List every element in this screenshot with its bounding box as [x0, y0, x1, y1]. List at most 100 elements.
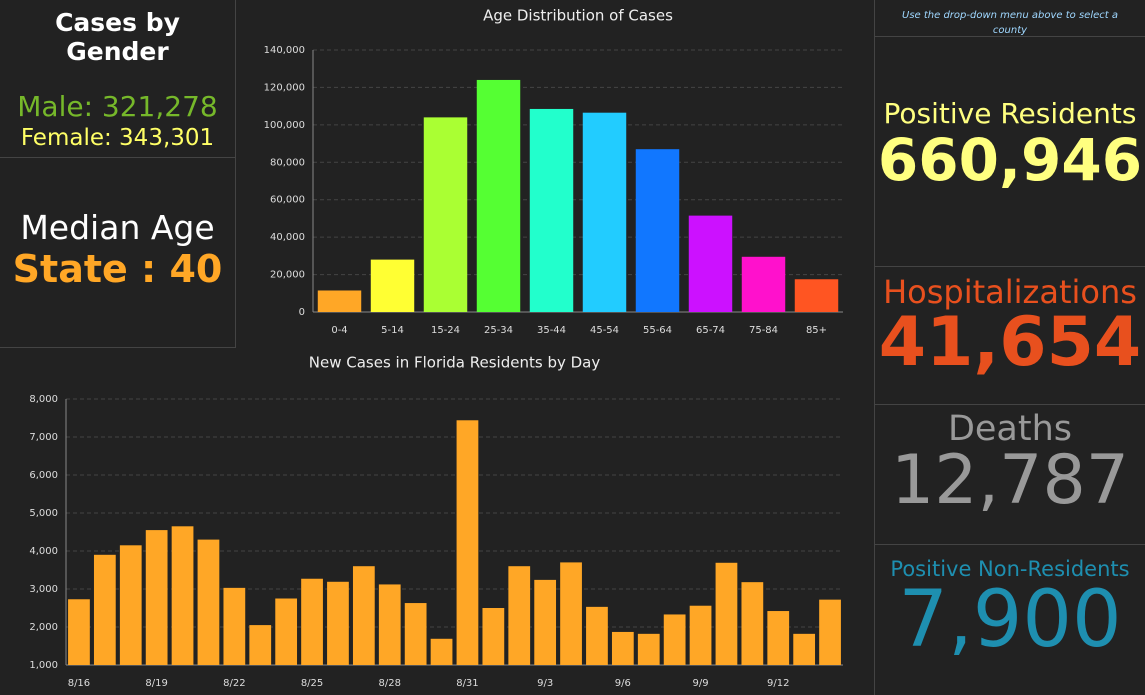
y-tick-label: 0: [299, 307, 305, 318]
x-tick-label: 85+: [806, 325, 827, 336]
female-count: Female: 343,301: [20, 125, 215, 151]
x-tick-label: 8/31: [456, 678, 478, 689]
bar: [476, 79, 521, 312]
y-tick-label: 2,000: [29, 622, 58, 633]
x-tick-label: 55-64: [643, 325, 672, 336]
bar: [637, 633, 660, 665]
bar: [529, 108, 574, 312]
bar: [819, 599, 841, 665]
x-tick-label: 8/19: [145, 678, 167, 689]
bar: [378, 584, 401, 665]
y-tick-label: 8,000: [29, 394, 58, 405]
bar: [456, 420, 479, 665]
y-tick-label: 6,000: [29, 470, 58, 481]
x-tick-label: 8/25: [301, 678, 323, 689]
bar: [404, 603, 427, 665]
bar: [741, 582, 764, 665]
bar: [715, 562, 738, 665]
x-tick-label: 9/6: [615, 678, 631, 689]
chart-title: New Cases in Florida Residents by Day: [309, 354, 601, 372]
x-tick-label: 8/22: [223, 678, 245, 689]
x-tick-label: 8/16: [68, 678, 90, 689]
positive-panel: Positive Residents 660,946: [874, 37, 1145, 267]
bar: [560, 562, 582, 665]
bar: [635, 149, 680, 312]
x-tick-label: 8/28: [379, 678, 401, 689]
bar: [430, 638, 453, 665]
bar: [611, 631, 634, 665]
y-tick-label: 7,000: [29, 432, 58, 443]
x-tick-label: 9/12: [767, 678, 789, 689]
x-tick-label: 9/9: [693, 678, 709, 689]
gender-panel: Cases by Gender Male: 321,278 Female: 34…: [0, 0, 236, 158]
y-tick-label: 3,000: [29, 584, 58, 595]
bar: [689, 605, 712, 665]
male-count: Male: 321,278: [17, 90, 218, 123]
median-panel: Median Age State : 40: [0, 158, 236, 348]
y-tick-label: 1,000: [29, 660, 58, 671]
y-tick-label: 20,000: [270, 270, 305, 281]
median-label: Median Age: [20, 208, 215, 247]
note-panel: Use the drop-down menu above to select a…: [874, 0, 1145, 37]
x-tick-label: 35-44: [537, 325, 566, 336]
age-chart: Age Distribution of Cases 0 20,000 40,000 60…: [264, 7, 843, 336]
bar: [93, 554, 116, 665]
daily-chart: New Cases in Florida Residents by Day 1,0…: [29, 354, 843, 689]
bar: [171, 526, 194, 665]
bar: [327, 581, 349, 665]
y-tick-label: 60,000: [270, 195, 305, 206]
x-tick-label: 75-84: [749, 325, 778, 336]
deaths-panel: Deaths 12,787: [874, 405, 1145, 545]
bar: [582, 112, 627, 312]
deaths-label: Deaths: [947, 409, 1073, 449]
y-tick-label: 100,000: [264, 120, 305, 131]
x-tick-label: 45-54: [590, 325, 619, 336]
bar: [663, 614, 686, 665]
median-value: State : 40: [12, 247, 223, 291]
deaths-value: 12,787: [891, 441, 1129, 520]
hosp-value: 41,654: [878, 303, 1142, 382]
bar: [741, 256, 786, 312]
y-tick-label: 120,000: [264, 82, 305, 93]
hosp-panel: Hospitalizations 41,654: [874, 267, 1145, 405]
bar: [508, 566, 531, 665]
chart-title: Age Distribution of Cases: [483, 7, 673, 25]
positive-label: Positive Residents: [883, 97, 1137, 130]
positive-value: 660,946: [877, 126, 1143, 194]
nonres-label: Positive Non-Residents: [890, 557, 1130, 581]
bar: [145, 530, 168, 665]
bar: [767, 611, 790, 665]
bar: [370, 259, 415, 312]
bar: [586, 606, 608, 665]
x-tick-label: 9/3: [537, 678, 553, 689]
bar: [317, 290, 362, 312]
bar: [275, 598, 298, 665]
hosp-label: Hospitalizations: [883, 273, 1137, 311]
bar: [249, 625, 272, 665]
bar: [301, 578, 323, 665]
bar: [534, 579, 557, 665]
bar: [794, 279, 839, 312]
y-tick-label: 5,000: [29, 508, 58, 519]
note: Use the drop-down menu above to select a…: [902, 10, 1118, 36]
bar: [68, 599, 90, 665]
x-tick-label: 25-34: [484, 325, 513, 336]
gender-title: Cases by Gender: [55, 8, 180, 66]
x-tick-label: 0-4: [331, 325, 347, 336]
bar: [423, 117, 468, 312]
bar: [223, 587, 246, 665]
bar: [793, 633, 816, 665]
bar: [119, 545, 142, 665]
x-tick-label: 15-24: [431, 325, 460, 336]
y-tick-label: 40,000: [270, 232, 305, 243]
x-tick-label: 5-14: [381, 325, 404, 336]
bar: [352, 566, 375, 665]
y-tick-label: 140,000: [264, 45, 305, 56]
bar: [197, 539, 220, 665]
x-tick-label: 65-74: [696, 325, 725, 336]
bar: [482, 608, 505, 665]
y-tick-label: 4,000: [29, 546, 58, 557]
y-tick-label: 80,000: [270, 157, 305, 168]
bar: [688, 215, 733, 312]
